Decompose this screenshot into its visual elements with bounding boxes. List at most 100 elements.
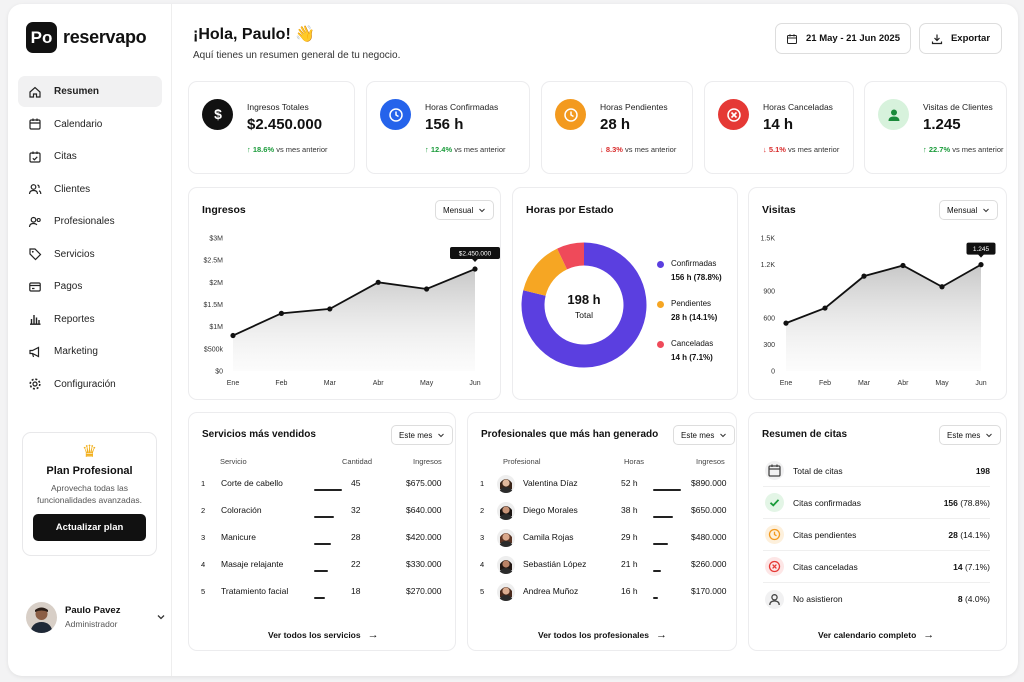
area-fill [233, 269, 475, 371]
summary-value: 28 (14.1%) [948, 530, 990, 540]
summary-row[interactable]: Citas confirmadas 156 (78.8%) [763, 487, 990, 519]
table-row[interactable]: 3 Manicure 28 $420.000 [189, 531, 455, 551]
servicios-panel: Servicios más vendidos Este mes Servicio… [188, 412, 456, 651]
visitas-chart: 0 300 600 900 1.2K 1.5K Ene Feb Mar Abr May Jun 1.24… [761, 236, 996, 387]
data-point[interactable] [861, 273, 867, 279]
sidebar-item-label: Calendario [54, 118, 103, 130]
summary-row[interactable]: Citas pendientes 28 (14.1%) [763, 519, 990, 551]
table-row[interactable]: 1 Corte de cabello 45 $675.000 [189, 477, 455, 497]
avatar [497, 502, 515, 520]
x-circle-icon [765, 557, 784, 576]
y-tick-label: $2M [209, 280, 223, 287]
sidebar-item-resumen[interactable]: Resumen [18, 76, 162, 107]
chevron-down-icon [720, 433, 727, 438]
sidebar-item-clientes[interactable]: Clientes [18, 174, 162, 205]
table-row[interactable]: 5 Andrea Muñoz 16 h $170.000 [468, 583, 736, 605]
summary-label: Total de citas [793, 465, 843, 476]
arrow-right-icon: → [367, 629, 379, 641]
professional-name: Valentina Díaz [523, 478, 578, 488]
user-menu[interactable]: Paulo Pavez Administrador [26, 601, 166, 633]
visitas-period-select[interactable]: Mensual [939, 200, 999, 220]
visitas-panel: Visitas Mensual 0 300 600 900 1.2K 1.5K Ene Feb… [748, 187, 1007, 400]
brand-logo[interactable]: Po reservapo [26, 22, 147, 53]
date-range-picker[interactable]: 21 May - 21 Jun 2025 [775, 23, 911, 54]
ingresos-period-select[interactable]: Mensual [435, 200, 495, 220]
kpi-label: Ingresos Totales [247, 102, 309, 112]
servicios-period-select[interactable]: Este mes [391, 425, 454, 445]
kpi-delta-value: 22.7% [928, 145, 951, 154]
sidebar-item-label: Citas [54, 151, 77, 162]
view-all-professionals-link[interactable]: Ver todos los profesionales → [538, 629, 667, 641]
summary-row[interactable]: Total de citas 198 [763, 455, 990, 487]
kpi-card: Horas Confirmadas 156 h ↑ 12.4% vs mes ant… [366, 81, 530, 174]
table-row[interactable]: 2 Coloración 32 $640.000 [189, 504, 455, 524]
sidebar-item-marketing[interactable]: Marketing [18, 336, 162, 367]
x-tick-label: Feb [819, 380, 831, 387]
professional-hours: 29 h [621, 532, 638, 542]
x-tick-label: Abr [373, 380, 385, 387]
bar-chart-icon [30, 315, 41, 325]
service-qty: 18 [351, 586, 361, 596]
professional-name: Andrea Muñoz [523, 586, 579, 596]
x-tick-label: Feb [275, 380, 287, 387]
donut-slice-canceladas[interactable] [557, 242, 584, 270]
sidebar-item-pagos[interactable]: Pagos [18, 271, 162, 302]
chevron-down-icon [438, 433, 445, 438]
resumen-citas-period-select[interactable]: Este mes [939, 425, 1002, 445]
rank-number: 5 [201, 587, 206, 596]
visitas-period-value: Mensual [947, 205, 978, 215]
data-point[interactable] [278, 310, 284, 316]
y-tick-label: $500k [204, 346, 224, 353]
avatar [497, 556, 515, 574]
kpi-delta-value: 12.4% [430, 145, 453, 154]
summary-count: 8 [957, 594, 963, 604]
view-calendar-link[interactable]: Ver calendario completo → [818, 629, 934, 641]
sidebar-item-configuracion[interactable]: Configuración [18, 369, 162, 400]
donut-slice-confirmadas[interactable] [521, 242, 647, 368]
value-tooltip [450, 247, 500, 260]
sidebar-item-reportes[interactable]: Reportes [18, 304, 162, 335]
rank-number: 1 [201, 479, 206, 488]
sidebar-item-citas[interactable]: Citas [18, 141, 162, 172]
sidebar-item-profesionales[interactable]: Profesionales [18, 206, 162, 237]
data-point[interactable] [822, 305, 828, 311]
table-row[interactable]: 1 Valentina Díaz 52 h $890.000 [468, 475, 736, 497]
table-row[interactable]: 5 Tratamiento facial 18 $270.000 [189, 585, 455, 605]
y-tick-label: $1.5M [204, 302, 224, 309]
kpi-delta: ↑ 22.7% vs mes anterior [923, 145, 1004, 154]
profesionales-period-select[interactable]: Este mes [673, 425, 736, 445]
sidebar-item-servicios[interactable]: Servicios [18, 239, 162, 270]
service-name: Manicure [221, 532, 256, 542]
table-row[interactable]: 4 Sebastián López 21 h $260.000 [468, 556, 736, 578]
data-point[interactable] [783, 320, 789, 326]
data-point[interactable] [375, 279, 381, 285]
data-point[interactable] [939, 284, 945, 290]
table-row[interactable]: 3 Camila Rojas 29 h $480.000 [468, 529, 736, 551]
summary-count: 14 [953, 561, 963, 572]
data-point[interactable] [424, 286, 430, 292]
summary-row[interactable]: Citas canceladas 14 (7.1%) [763, 551, 990, 583]
table-row[interactable]: 4 Masaje relajante 22 $330.000 [189, 558, 455, 578]
legend-swatch [657, 301, 664, 308]
data-point[interactable] [230, 332, 236, 339]
table-row[interactable]: 2 Diego Morales 38 h $650.000 [468, 502, 736, 524]
donut-slice-pendientes[interactable] [523, 248, 568, 296]
professional-income: $170.000 [691, 586, 727, 596]
export-button[interactable]: Exportar [919, 23, 1002, 54]
view-all-services-link[interactable]: Ver todos los servicios → [268, 629, 379, 641]
value-tooltip [966, 242, 996, 255]
sidebar-item-calendario[interactable]: Calendario [18, 109, 162, 140]
col-header-servicio: Servicio [220, 457, 247, 466]
arrow-up-icon: ↑ [247, 145, 253, 154]
data-point[interactable] [327, 306, 333, 312]
data-point[interactable] [472, 266, 478, 272]
data-point[interactable] [978, 262, 984, 268]
sidebar-item-label: Marketing [54, 346, 98, 357]
upgrade-plan-button[interactable]: Actualizar plan [33, 514, 146, 541]
summary-row[interactable]: No asistieron 8 (4.0%) [763, 583, 990, 615]
ingresos-chart: $0 $500k $1M $1.5M $2M $2.5M $3M Ene Feb Mar Abr Ma… [204, 236, 500, 387]
summary-count: 156 [943, 497, 958, 508]
service-name: Coloración [221, 505, 262, 515]
x-tick-label: Jun [469, 380, 480, 387]
data-point[interactable] [900, 262, 906, 269]
